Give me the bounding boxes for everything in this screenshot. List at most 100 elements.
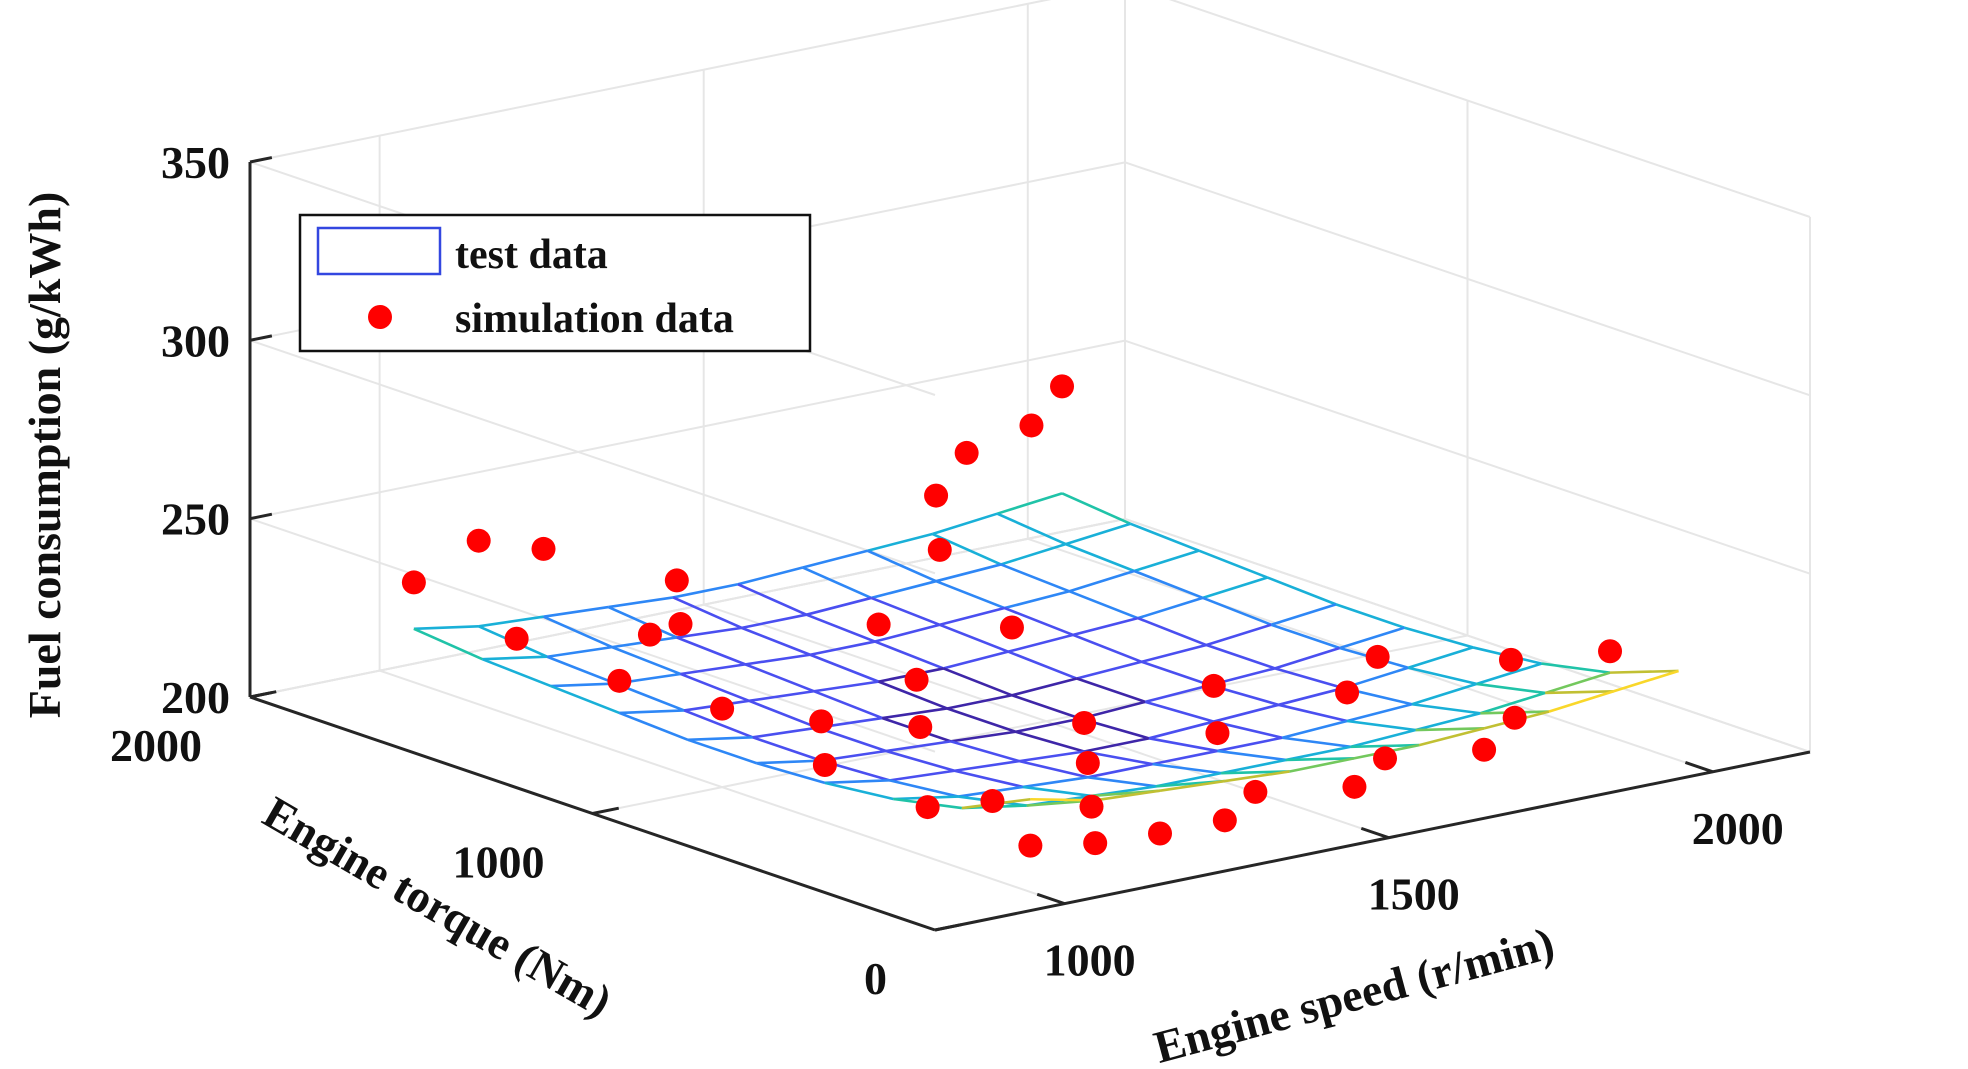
y-tick-label: 0 — [864, 953, 887, 1004]
mesh-segment — [619, 709, 685, 715]
mesh-segment — [1415, 727, 1485, 732]
mesh-segment — [1004, 606, 1074, 637]
mesh-segment — [607, 605, 678, 639]
z-tick — [249, 512, 273, 521]
z-tick — [249, 691, 273, 699]
mesh-segment — [1087, 776, 1157, 788]
y-tick-label: 2000 — [110, 720, 202, 771]
legend: test data simulation data — [298, 213, 812, 353]
mesh-segment — [1206, 623, 1272, 647]
mesh-segment — [737, 566, 804, 586]
mesh-segment — [939, 623, 1009, 653]
x-tick-label: 2000 — [1692, 803, 1784, 854]
mesh-segment — [874, 640, 944, 670]
mesh-segment — [1011, 677, 1078, 697]
z-tick-label: 350 — [161, 137, 230, 188]
mesh-segment — [1141, 643, 1207, 664]
mesh-segment — [954, 769, 1024, 789]
x-axis-label: Engine speed (r/min) — [1149, 917, 1560, 1069]
simulation-point — [1598, 639, 1623, 664]
legend-marker-swatch — [368, 305, 392, 329]
simulation-point — [401, 570, 426, 595]
mesh-segment — [1418, 727, 1485, 747]
mesh-segment — [1083, 750, 1153, 766]
mesh-segment — [550, 682, 616, 688]
mesh-segment — [1476, 662, 1542, 686]
mesh-segment — [1270, 623, 1341, 650]
mesh-segment — [1202, 596, 1272, 626]
y-axis-label: Engine torque (Nm) — [255, 786, 621, 1027]
mesh-segment — [935, 563, 1002, 583]
mesh-segment — [1278, 686, 1344, 707]
mesh-segment — [683, 709, 754, 739]
mesh-segment — [1141, 660, 1211, 687]
simulation-points — [401, 374, 1623, 858]
mesh-segment — [1350, 743, 1420, 749]
mesh-segment — [996, 492, 1063, 515]
mesh-segment — [1144, 683, 1211, 704]
mesh-segment — [1541, 662, 1611, 674]
simulation-point — [1342, 774, 1367, 799]
simulation-point — [927, 537, 952, 562]
mesh-segment — [809, 653, 880, 683]
simulation-point — [812, 753, 837, 778]
mesh-segment — [1346, 702, 1413, 723]
simulation-point — [1201, 673, 1226, 698]
simulation-point — [1148, 821, 1173, 846]
axes — [248, 156, 1811, 932]
mesh-segment — [885, 740, 952, 753]
mesh-segment — [1068, 590, 1139, 620]
legend-simulation-data-label: simulation data — [455, 296, 734, 342]
mesh-segment — [1004, 590, 1070, 610]
mesh-segment — [478, 615, 544, 628]
mesh-segment — [748, 699, 818, 729]
mesh-segment — [1152, 762, 1222, 775]
mesh-segment — [867, 549, 937, 583]
z-tick — [249, 156, 273, 164]
mesh-segment — [882, 707, 948, 720]
mesh-segment — [546, 655, 617, 685]
mesh-segment — [1415, 712, 1481, 732]
mesh-segment — [1159, 779, 1226, 792]
mesh-segment — [1267, 576, 1337, 606]
mesh-segment — [1274, 667, 1344, 690]
mesh-segment — [1065, 522, 1131, 546]
mesh-segment — [687, 736, 753, 742]
mesh-segment — [611, 645, 681, 676]
surface-mesh — [413, 492, 1679, 810]
mesh-segment — [950, 730, 1016, 743]
mesh-segment — [1148, 720, 1215, 740]
simulation-point — [1019, 413, 1044, 438]
grid-line-z — [249, 339, 936, 575]
mesh-segment — [748, 689, 815, 703]
mesh-segment — [1224, 770, 1290, 783]
mesh-segment — [1076, 660, 1142, 680]
mesh-segment — [870, 596, 941, 627]
mesh-segment — [1213, 703, 1279, 723]
simulation-point — [980, 789, 1005, 814]
simulation-point — [908, 714, 933, 739]
mesh-segment — [889, 769, 955, 782]
mesh-segment — [817, 726, 887, 753]
mesh-segment — [1545, 689, 1614, 695]
grid-line-z — [249, 339, 1126, 520]
mesh-segment — [676, 636, 746, 666]
mesh-segment — [1007, 650, 1078, 680]
mesh-segment — [1015, 730, 1085, 753]
mesh-segment — [806, 596, 872, 616]
mesh-segment — [1076, 677, 1146, 704]
simulation-point — [668, 612, 693, 637]
mesh-segment — [1411, 702, 1481, 715]
z-tick-label: 300 — [161, 315, 230, 366]
mesh-segment — [802, 549, 868, 569]
simulation-point — [1083, 831, 1108, 856]
mesh-segment — [1000, 542, 1067, 566]
mesh-segment — [481, 658, 552, 688]
mesh-segment — [1335, 603, 1405, 629]
mesh-segment — [1270, 603, 1337, 626]
simulation-point — [1212, 808, 1237, 833]
mesh-segment — [1346, 719, 1416, 732]
y-tick-label: 1000 — [453, 837, 545, 888]
mesh-segment — [1198, 549, 1269, 579]
